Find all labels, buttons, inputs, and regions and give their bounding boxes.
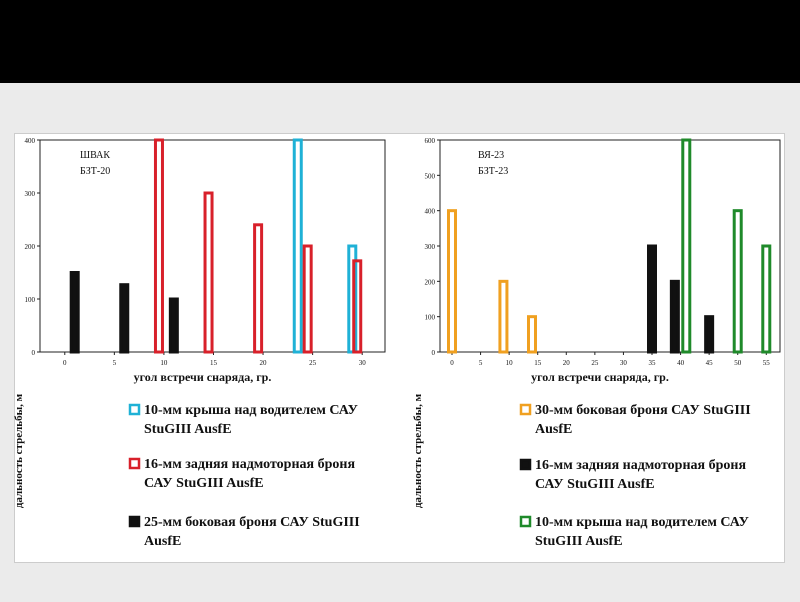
annotation: БЗТ-20	[80, 166, 110, 177]
x-tick-label: 0	[450, 359, 454, 367]
bar	[447, 209, 457, 354]
x-tick-label: 55	[763, 359, 771, 367]
header-bar	[0, 0, 800, 83]
bar	[253, 223, 264, 354]
legend-label: 16-мм задняя надмоторная броня САУ StuGI…	[535, 458, 747, 492]
x-axis-label: угол встречи снаряда, гр.	[134, 370, 272, 384]
y-axis-label: дальность стрельбы, м	[13, 393, 25, 508]
y-tick-label: 400	[25, 137, 36, 145]
x-tick-label: 5	[479, 359, 483, 367]
legend-swatch	[128, 457, 141, 470]
legend-label: 10-мм крыша над водителем САУ StuGIII Au…	[144, 403, 358, 437]
legend-label: 10-мм крыша над водителем САУ StuGIII Au…	[535, 515, 749, 549]
legend-swatch	[519, 458, 532, 471]
y-tick-label: 300	[25, 190, 36, 198]
x-tick-label: 15	[534, 359, 542, 367]
x-tick-label: 35	[649, 359, 657, 367]
y-axis-label: дальность стрельбы, м	[412, 393, 424, 508]
y-tick-label: 300	[425, 243, 436, 251]
legend-swatch	[519, 515, 532, 528]
bar	[119, 283, 130, 354]
x-tick-label: 25	[591, 359, 599, 367]
annotation: ШВАК	[80, 150, 110, 161]
y-tick-label: 100	[425, 314, 436, 322]
bar	[168, 297, 179, 354]
legend-swatch	[519, 403, 532, 416]
bar	[203, 191, 214, 354]
legend-swatch	[128, 515, 141, 528]
x-tick-label: 50	[734, 359, 742, 367]
bar	[153, 138, 164, 354]
bar	[352, 259, 363, 354]
bar	[761, 244, 772, 354]
y-tick-label: 600	[425, 137, 436, 145]
annotation: ВЯ-23	[478, 150, 504, 161]
legend-label: 25-мм боковая броня САУ StuGIII AusfE	[144, 515, 360, 549]
x-tick-label: 10	[160, 359, 168, 367]
x-axis-label: угол встречи снаряда, гр.	[531, 370, 669, 384]
x-tick-label: 15	[210, 359, 218, 367]
annotation: БЗТ-23	[478, 166, 508, 177]
y-tick-label: 400	[425, 208, 436, 216]
legend-label: 16-мм задняя надмоторная броня САУ StuGI…	[144, 457, 356, 491]
y-tick-label: 0	[32, 349, 36, 357]
x-tick-label: 5	[113, 359, 117, 367]
y-tick-label: 100	[25, 296, 36, 304]
bar	[704, 315, 715, 354]
bar	[302, 244, 313, 354]
bar	[292, 138, 303, 354]
y-tick-label: 0	[432, 349, 436, 357]
x-tick-label: 25	[309, 359, 317, 367]
bar	[498, 279, 509, 354]
x-tick-label: 40	[677, 359, 685, 367]
x-tick-label: 20	[563, 359, 571, 367]
x-tick-label: 20	[260, 359, 268, 367]
legend-label: 30-мм боковая броня САУ StuGIII AusfE	[535, 403, 751, 437]
x-tick-label: 30	[359, 359, 367, 367]
legend-swatch	[128, 403, 141, 416]
bar	[669, 279, 680, 354]
y-tick-label: 200	[425, 278, 436, 286]
x-tick-label: 45	[706, 359, 714, 367]
y-tick-label: 500	[425, 172, 436, 180]
x-tick-label: 10	[506, 359, 514, 367]
bar	[681, 138, 692, 354]
x-tick-label: 0	[63, 359, 67, 367]
bar	[647, 244, 657, 354]
x-tick-label: 30	[620, 359, 628, 367]
bar	[69, 271, 80, 354]
bar	[732, 209, 743, 354]
y-tick-label: 200	[25, 243, 36, 251]
bar	[527, 315, 537, 354]
